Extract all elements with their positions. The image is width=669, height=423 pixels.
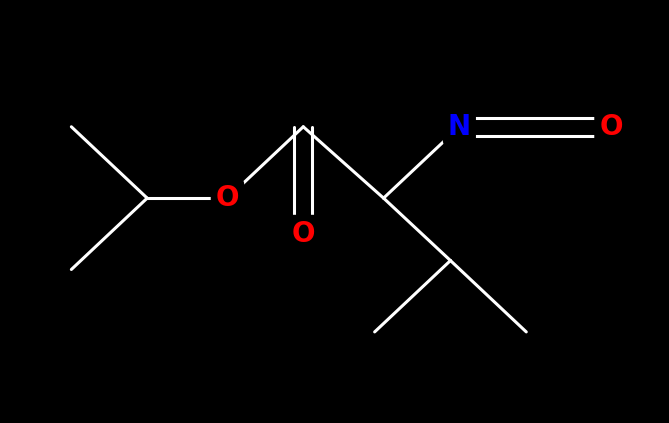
Text: O: O — [599, 113, 623, 141]
Text: N: N — [448, 113, 471, 141]
Text: O: O — [292, 220, 315, 248]
Text: O: O — [215, 184, 240, 212]
